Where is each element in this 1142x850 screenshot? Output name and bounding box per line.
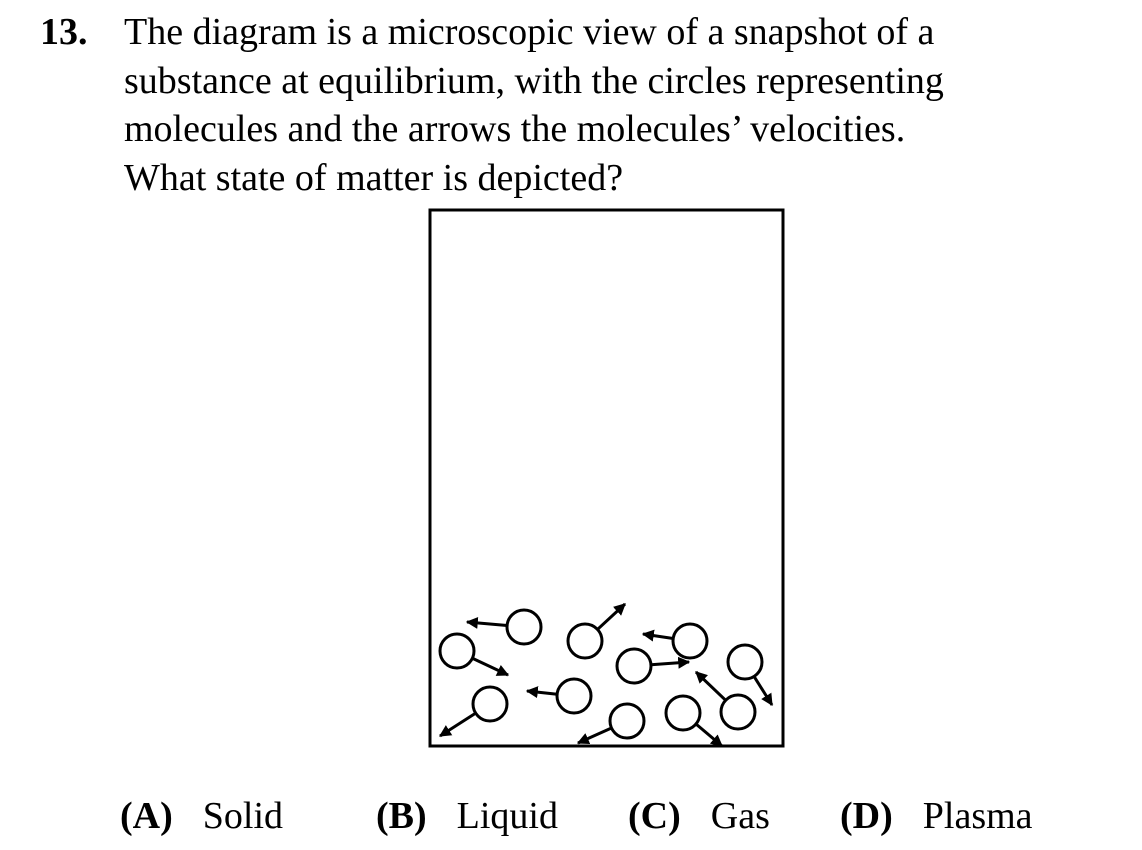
choice-letter: (A): [120, 795, 173, 837]
question-line: The diagram is a microscopic view of a s…: [124, 11, 935, 53]
velocity-arrow-icon: [694, 670, 727, 702]
choice-b[interactable]: (B) Liquid: [376, 792, 558, 840]
molecule-circle-icon: [471, 685, 509, 723]
velocity-arrow-icon: [525, 686, 558, 699]
velocity-arrow-icon: [576, 726, 613, 745]
choice-d[interactable]: (D) Plasma: [840, 792, 1033, 840]
velocity-arrow-icon: [752, 675, 774, 707]
choice-letter: (C): [628, 795, 681, 837]
choice-text: Gas: [710, 795, 770, 837]
velocity-arrow-icon: [438, 711, 477, 738]
molecule-circle-icon: [438, 632, 476, 670]
molecule-circle-icon: [726, 643, 764, 681]
choice-text: Plasma: [922, 795, 1033, 837]
velocity-arrow-icon: [641, 629, 674, 642]
question-text: The diagram is a microscopic view of a s…: [124, 8, 1124, 202]
question-line: What state of matter is depicted?: [124, 156, 624, 199]
molecule-circle-icon: [566, 622, 604, 660]
molecule-circle-icon: [608, 702, 646, 740]
molecule-circle-icon: [555, 677, 593, 715]
choice-c[interactable]: (C) Gas: [628, 792, 770, 840]
velocity-arrow-icon: [596, 602, 627, 631]
container-box: [428, 208, 785, 748]
question-line: molecules and the arrows the molecules’ …: [124, 108, 906, 150]
choice-text: Liquid: [456, 795, 558, 837]
molecule-circle-icon: [664, 694, 702, 732]
molecule-circle-icon: [615, 647, 653, 685]
molecule-circle-icon: [671, 622, 709, 660]
velocity-arrow-icon: [471, 656, 510, 677]
velocity-arrow-icon: [695, 722, 723, 748]
choice-letter: (D): [840, 795, 893, 837]
velocity-arrow-icon: [465, 616, 508, 629]
choice-a[interactable]: (A) Solid: [120, 792, 283, 840]
question-line: substance at equilibrium, with the circl…: [124, 59, 944, 102]
choice-text: Solid: [202, 795, 284, 837]
question-number: 13.: [40, 11, 88, 53]
molecule-circle-icon: [719, 693, 757, 731]
molecule-circle-icon: [505, 608, 543, 646]
molecules-group: [438, 602, 774, 748]
choice-letter: (B): [376, 795, 427, 837]
velocity-arrow-icon: [650, 656, 691, 669]
